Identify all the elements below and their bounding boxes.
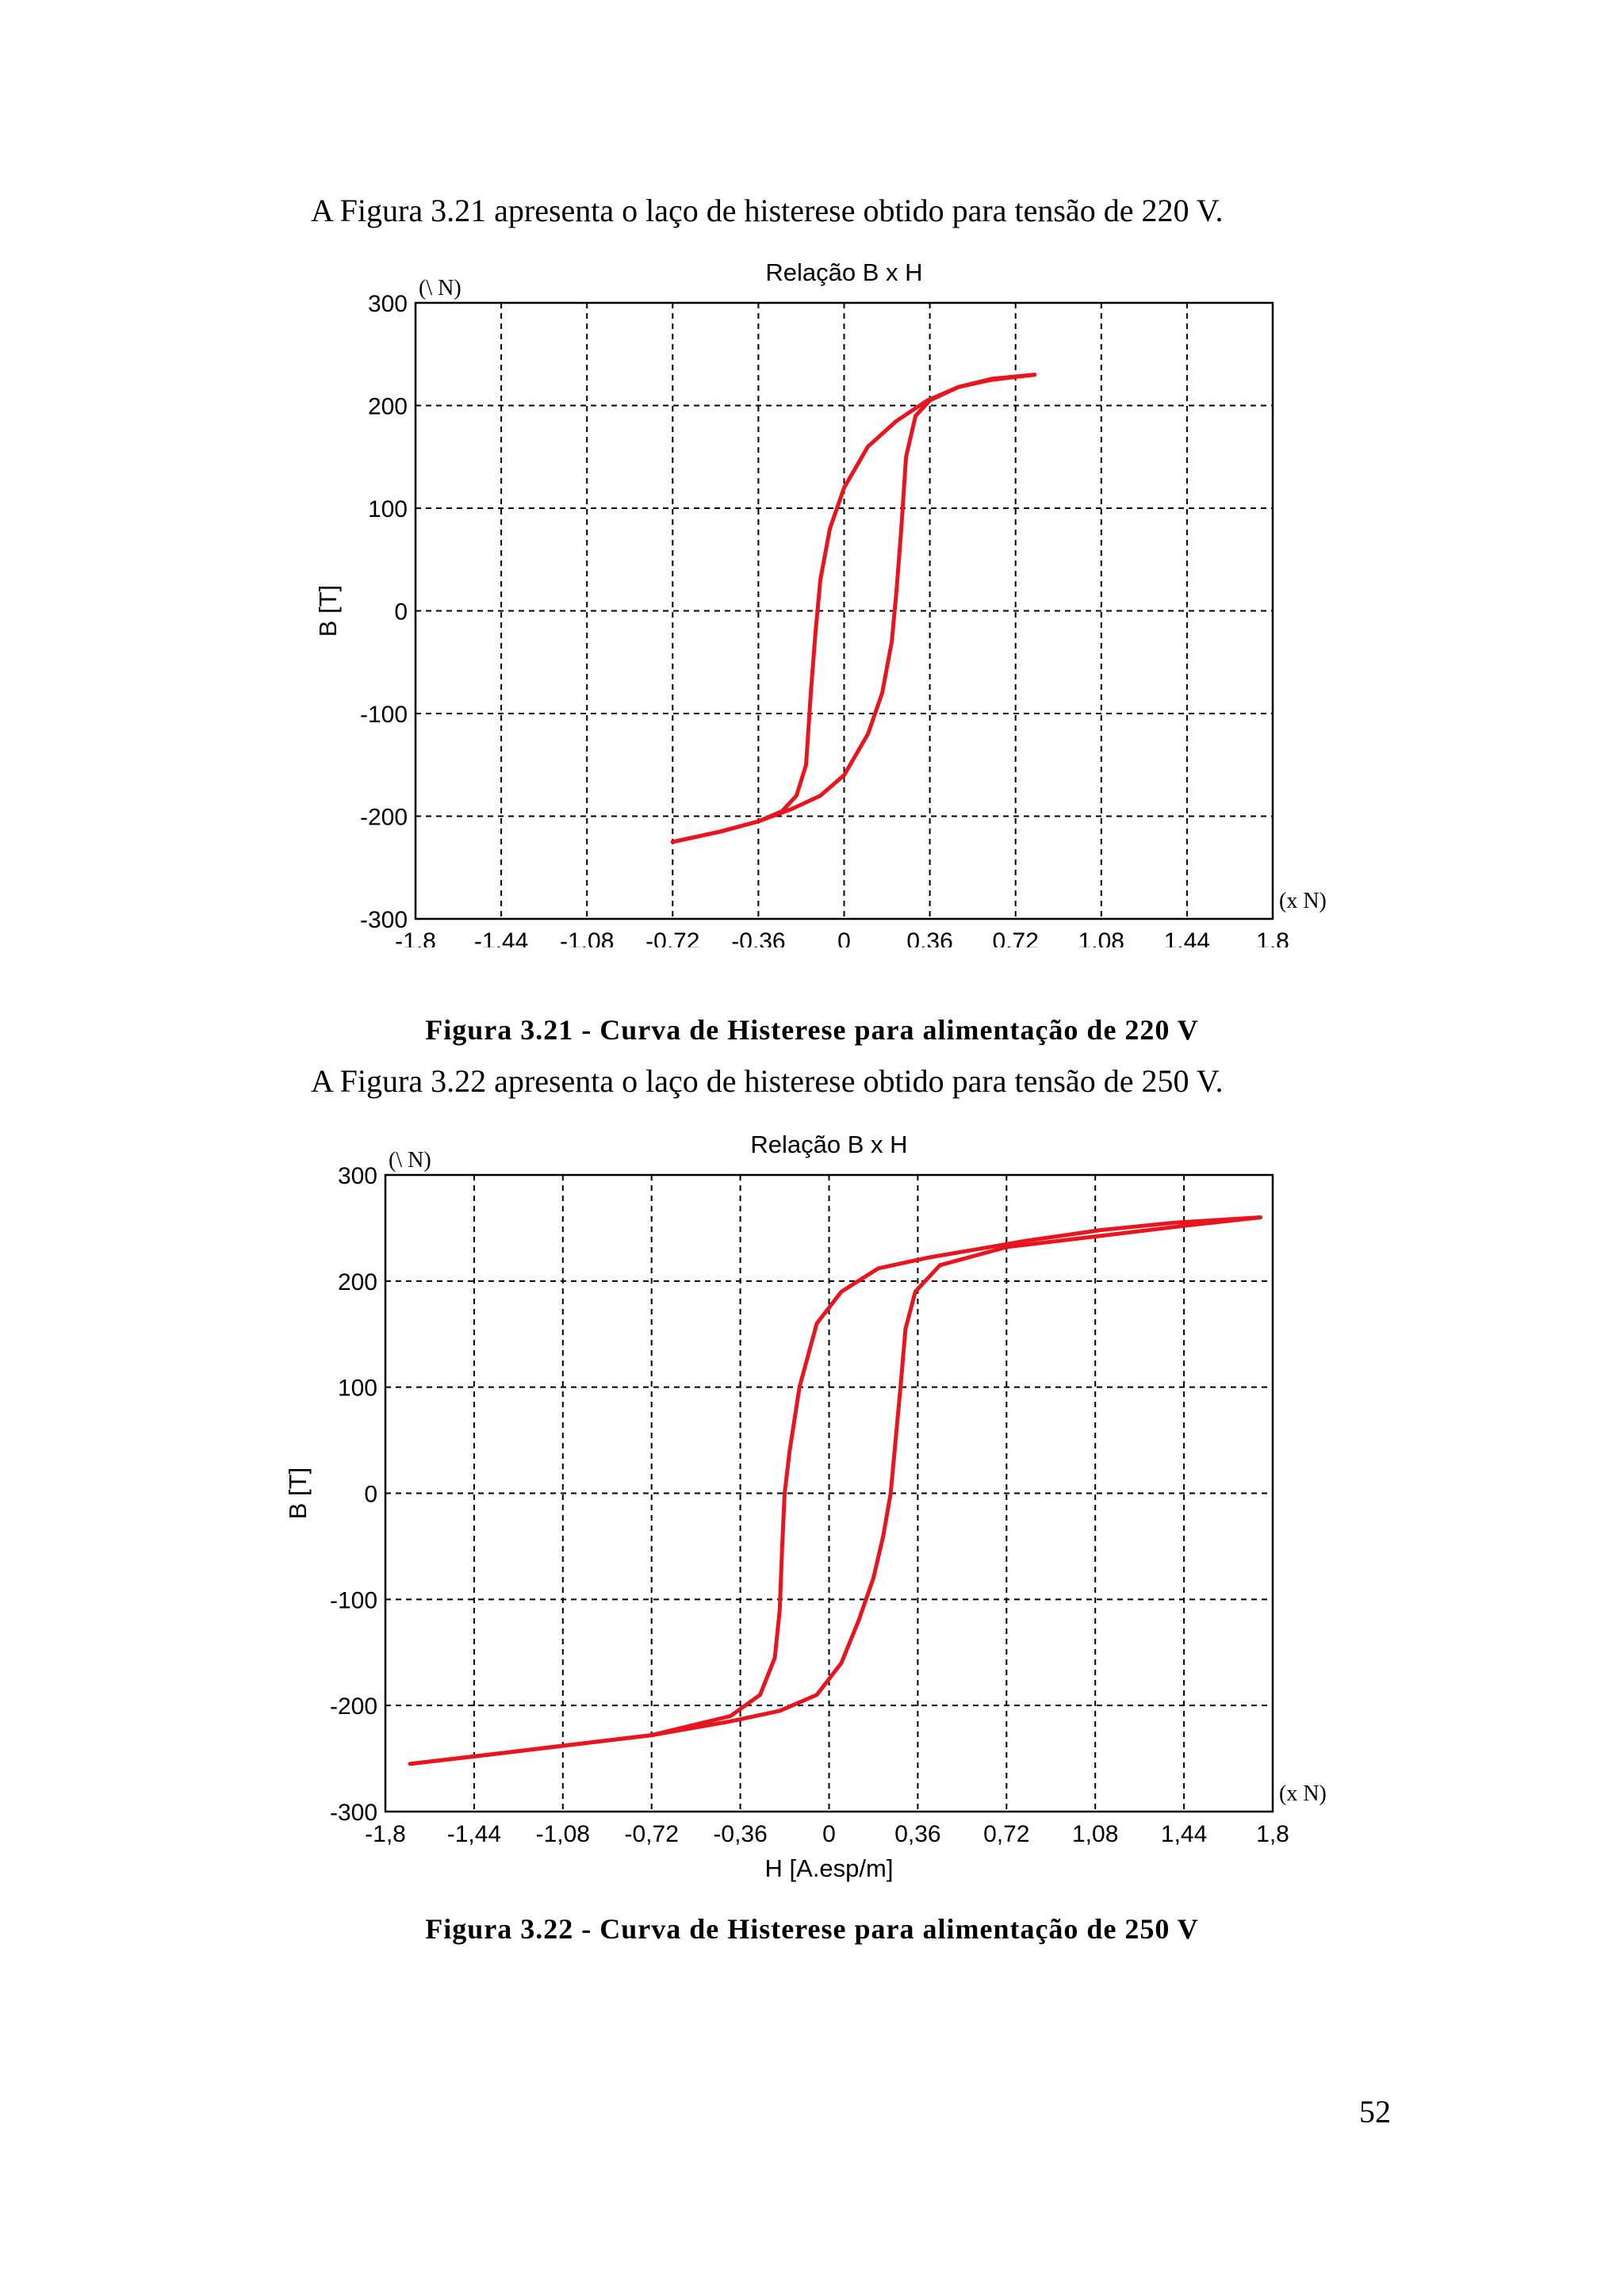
y-tick-label: -300 bbox=[360, 907, 408, 933]
y-tick-label: 200 bbox=[338, 1269, 377, 1295]
y-tick-label: -200 bbox=[360, 805, 408, 831]
x-tick-label: 0,36 bbox=[906, 928, 952, 947]
x-tick-label: -1,08 bbox=[536, 1821, 590, 1847]
y-tick-label: 100 bbox=[338, 1376, 377, 1402]
x-tick-label: 1,8 bbox=[1256, 928, 1289, 947]
y-axis-label: B [T] bbox=[284, 1468, 312, 1519]
x-tick-label: -1,44 bbox=[474, 928, 528, 947]
paragraph-1: A Figura 3.21 apresenta o laço de hister… bbox=[311, 193, 1224, 228]
x-tick-label: 1,08 bbox=[1072, 1821, 1118, 1847]
x-tick-label: -0,72 bbox=[625, 1821, 679, 1847]
figure-caption-1: Figura 3.21 - Curva de Histerese para al… bbox=[425, 1014, 1199, 1046]
series-line-2 bbox=[670, 373, 1037, 844]
figure-caption-2: Figura 3.22 - Curva de Histerese para al… bbox=[425, 1913, 1199, 1945]
x-tick-label: -1,8 bbox=[395, 928, 436, 947]
x-scale-note: (x N) bbox=[1279, 1781, 1327, 1806]
y-tick-label: 300 bbox=[338, 1163, 377, 1189]
x-axis-label: H [A.esp/m] bbox=[765, 1854, 894, 1882]
x-tick-label: -1,08 bbox=[560, 928, 614, 947]
y-scale-note: (\ N) bbox=[389, 1148, 431, 1173]
y-axis-label: B [T] bbox=[314, 585, 342, 637]
y-tick-label: 0 bbox=[364, 1482, 377, 1508]
x-tick-label: 1,8 bbox=[1256, 1821, 1289, 1847]
axes-frame bbox=[414, 301, 1274, 920]
x-tick-label: 1,44 bbox=[1164, 928, 1210, 947]
x-tick-label: -0,36 bbox=[731, 928, 785, 947]
chart-title: Relação B x H bbox=[765, 258, 922, 286]
x-tick-label: 1,44 bbox=[1161, 1821, 1207, 1847]
x-tick-label: 0,72 bbox=[993, 928, 1039, 947]
y-tick-label: -300 bbox=[330, 1800, 377, 1826]
x-tick-label: -1,8 bbox=[365, 1821, 406, 1847]
y-tick-label: -100 bbox=[360, 702, 408, 728]
x-tick-label: -0,72 bbox=[645, 928, 699, 947]
x-tick-label: 0,36 bbox=[894, 1821, 940, 1847]
x-scale-note: (x N) bbox=[1279, 889, 1327, 913]
x-tick-label: -0,36 bbox=[713, 1821, 767, 1847]
paragraph-2: A Figura 3.22 apresenta o laço de hister… bbox=[311, 1063, 1224, 1099]
y-tick-label: 200 bbox=[368, 394, 408, 420]
y-tick-label: -100 bbox=[330, 1587, 377, 1613]
y-tick-label: -200 bbox=[330, 1693, 377, 1720]
chart-title: Relação B x H bbox=[750, 1131, 907, 1158]
x-tick-label: -1,44 bbox=[447, 1821, 501, 1847]
series-line-2 bbox=[408, 1215, 1262, 1766]
page-number: 52 bbox=[1359, 2094, 1391, 2130]
y-tick-label: 0 bbox=[394, 599, 408, 626]
x-tick-label: 0 bbox=[822, 1821, 836, 1847]
y-tick-label: 300 bbox=[368, 291, 408, 317]
y-scale-note: (\ N) bbox=[419, 276, 462, 300]
hysteresis-chart-250v: -1,8 -1,44 -1,08 -0,72 -0,36 0 0,36 0,72 1,08 1,4… bbox=[284, 1131, 1327, 1882]
hysteresis-chart-220v: -1,8 -1,44 -1,08 -0,72 -0,36 0 0,36 0,72 1,08 1,4… bbox=[314, 258, 1327, 947]
x-tick-label: 0,72 bbox=[983, 1821, 1029, 1847]
axes-frame bbox=[384, 1173, 1274, 1813]
y-tick-label: 100 bbox=[368, 496, 408, 522]
x-tick-label: 0 bbox=[837, 928, 851, 947]
x-tick-label: 1,08 bbox=[1078, 928, 1124, 947]
